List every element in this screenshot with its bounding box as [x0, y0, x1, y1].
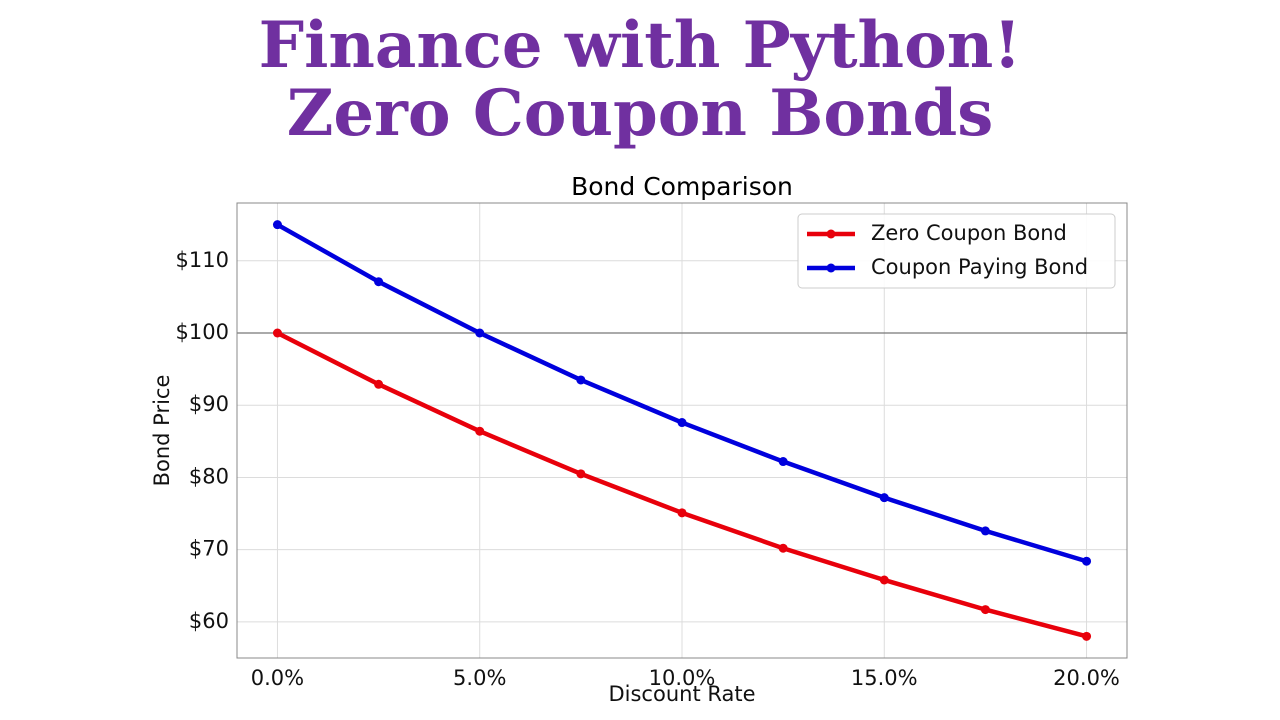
zero-coupon-bond-point	[576, 469, 586, 479]
zero-coupon-bond-point	[475, 426, 485, 436]
coupon-paying-bond-point	[576, 375, 586, 385]
legend-marker	[826, 229, 836, 239]
x-tick-label: 0.0%	[251, 666, 304, 690]
zero-coupon-bond-point	[374, 379, 384, 389]
coupon-paying-bond-point	[778, 457, 788, 467]
coupon-paying-bond-point	[980, 526, 990, 536]
zero-coupon-bond-point	[677, 508, 687, 518]
y-tick-label: $110	[176, 248, 229, 272]
zero-coupon-bond-point	[272, 328, 282, 338]
zero-coupon-bond-point	[879, 575, 889, 585]
series-layer	[272, 220, 1092, 641]
legend-label: Zero Coupon Bond	[871, 221, 1067, 245]
banner-line-2: Zero Coupon Bonds	[286, 76, 994, 151]
legend-marker	[826, 263, 836, 273]
x-tick-label: 15.0%	[851, 666, 918, 690]
coupon-paying-bond-point	[475, 328, 485, 338]
legend-box	[797, 213, 1116, 289]
coupon-paying-bond-point	[677, 418, 687, 428]
y-tick-label: $80	[189, 464, 229, 488]
y-tick-label: $90	[189, 392, 229, 416]
banner-title: Finance with Python! Zero Coupon Bonds	[0, 0, 1280, 160]
coupon-paying-bond-point	[374, 277, 384, 287]
y-tick-label: $70	[189, 537, 229, 561]
banner-line-1: Finance with Python!	[258, 8, 1022, 83]
x-tick-label: 5.0%	[453, 666, 506, 690]
zero-coupon-bond-point	[1082, 631, 1092, 641]
x-tick-label: 10.0%	[649, 666, 716, 690]
x-tick-label: 20.0%	[1053, 666, 1120, 690]
legend: Zero Coupon Bond Coupon Paying Bond	[797, 213, 1116, 289]
legend-label: Coupon Paying Bond	[871, 255, 1088, 279]
coupon-paying-bond-point	[1082, 556, 1092, 566]
y-axis-label: Bond Price	[150, 375, 174, 487]
chart-title: Bond Comparison	[571, 172, 793, 201]
y-tick-label: $60	[189, 609, 229, 633]
zero-coupon-bond-point	[980, 605, 990, 615]
x-axis-label: Discount Rate	[608, 682, 755, 706]
tick-labels: 0.0% 5.0% 10.0% 15.0% 20.0% $60 $70 $80 $90 $100 $…	[176, 248, 1120, 690]
plot-frame	[236, 202, 1128, 659]
coupon-paying-bond-point	[879, 493, 889, 503]
y-tick-label: $100	[176, 320, 229, 344]
zero-coupon-bond-point	[778, 543, 788, 553]
coupon-paying-bond-point	[272, 220, 282, 230]
